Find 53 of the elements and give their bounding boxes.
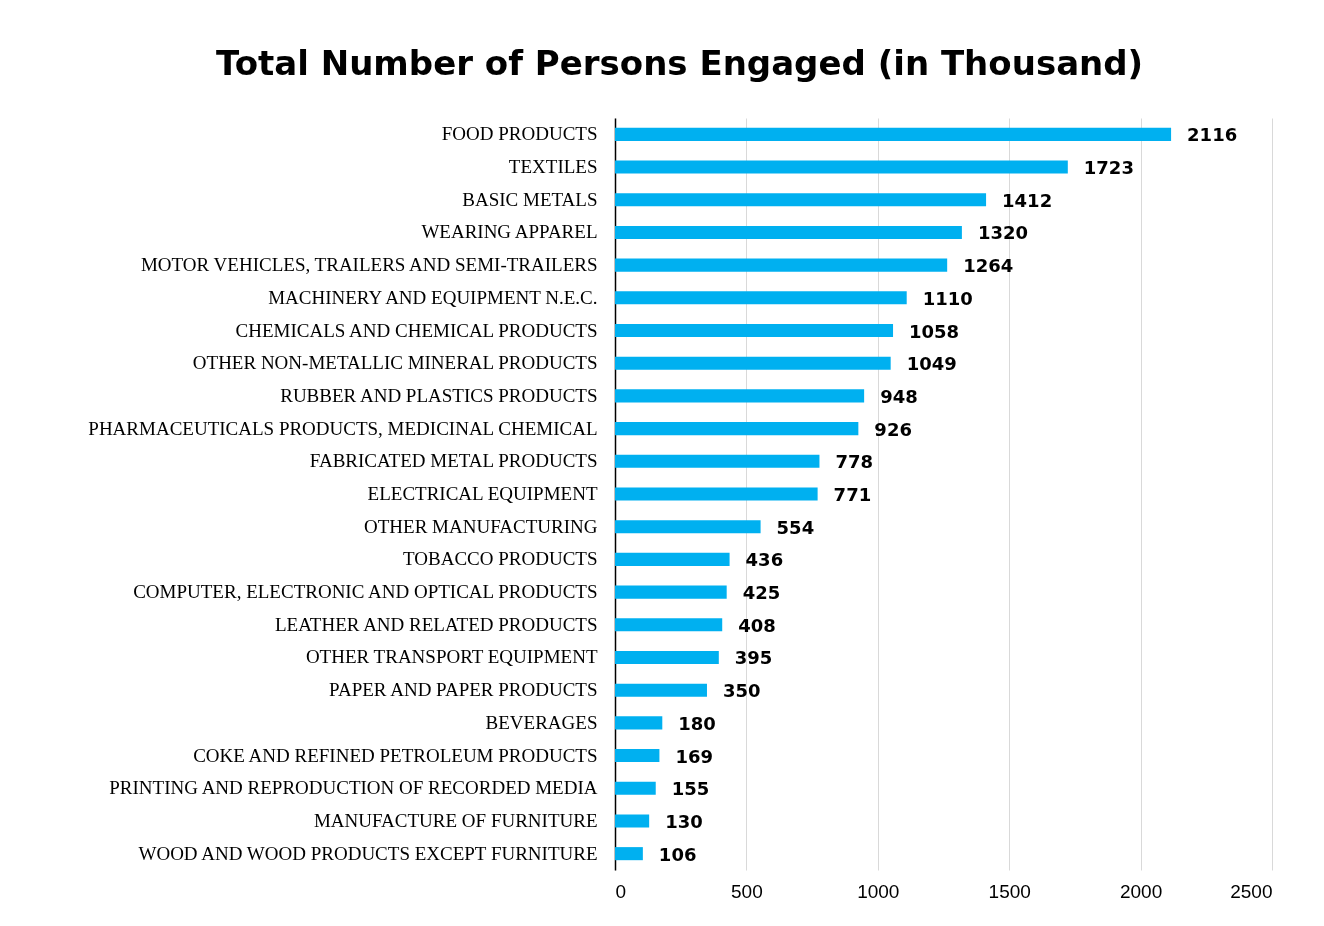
data-label: 425 [742, 582, 781, 604]
y-tick-label: BEVERAGES [485, 711, 598, 733]
data-label: 1412 [1002, 189, 1053, 211]
y-tick-label: CHEMICALS AND CHEMICAL PRODUCTS [235, 319, 598, 341]
data-label: 1723 [1083, 157, 1134, 179]
data-label: 2116 [1187, 124, 1238, 146]
x-tick-label: 500 [731, 880, 763, 902]
y-tick-label: WOOD AND WOOD PRODUCTS EXCEPT FURNITURE [138, 842, 598, 864]
chart-title: Total Number of Persons Engaged (in Thousand) [215, 43, 1144, 83]
x-tick-label: 0 [615, 880, 627, 902]
y-tick-label: PRINTING AND REPRODUCTION OF RECORDED MEDIA [109, 777, 598, 799]
data-label: 554 [776, 516, 815, 538]
y-tick-label: FABRICATED METAL PRODUCTS [309, 450, 598, 472]
data-label: 106 [658, 843, 697, 865]
data-label: 1264 [963, 255, 1014, 277]
data-label: 771 [833, 484, 872, 505]
data-label: 1049 [906, 353, 957, 375]
data-label: 1320 [977, 222, 1029, 244]
y-tick-label: COKE AND REFINED PETROLEUM PRODUCTS [193, 744, 598, 766]
x-tick-label: 1500 [988, 880, 1031, 902]
y-tick-label: PAPER AND PAPER PRODUCTS [329, 679, 598, 701]
data-label: 1058 [909, 320, 960, 342]
data-label: 408 [738, 614, 776, 636]
y-tick-label: PHARMACEUTICALS PRODUCTS, MEDICINAL CHEMICAL [88, 417, 598, 439]
y-tick-label: RUBBER AND PLASTICS PRODUCTS [280, 384, 598, 406]
y-tick-label: COMPUTER, ELECTRONIC AND OPTICAL PRODUCTS [133, 581, 598, 603]
data-label: 926 [874, 418, 912, 440]
y-tick-label: TOBACCO PRODUCTS [403, 548, 598, 570]
y-tick-label: FOOD PRODUCTS [441, 123, 598, 145]
x-tick-label: 2500 [1230, 880, 1273, 902]
y-tick-label: LEATHER AND RELATED PRODUCTS [275, 613, 598, 635]
y-tick-label: OTHER TRANSPORT EQUIPMENT [305, 646, 598, 668]
y-tick-label: MACHINERY AND EQUIPMENT N.E.C. [268, 286, 598, 308]
y-tick-label: TEXTILES [508, 156, 598, 178]
y-tick-label: OTHER MANUFACTURING [364, 515, 598, 537]
data-label: 395 [734, 647, 773, 669]
data-label: 155 [671, 778, 710, 800]
y-tick-label: MOTOR VEHICLES, TRAILERS AND SEMI-TRAILERS [140, 254, 598, 276]
data-label: 436 [745, 549, 784, 571]
data-label: 778 [835, 451, 874, 473]
data-label: 180 [678, 712, 716, 734]
data-label: 169 [675, 745, 713, 767]
data-label: 1110 [922, 287, 973, 309]
data-label: 350 [722, 680, 761, 702]
x-tick-label: 2000 [1119, 880, 1163, 902]
data-label: 130 [665, 810, 703, 832]
y-tick-label: ELECTRICAL EQUIPMENT [367, 483, 598, 504]
x-tick-label: 1000 [857, 880, 900, 902]
y-tick-label: OTHER NON-METALLIC MINERAL PRODUCTS [192, 352, 598, 374]
data-label: 948 [880, 385, 918, 407]
y-tick-label: BASIC METALS [462, 188, 598, 210]
y-tick-label: WEARING APPAREL [421, 221, 598, 243]
y-tick-label: MANUFACTURE OF FURNITURE [313, 809, 598, 831]
